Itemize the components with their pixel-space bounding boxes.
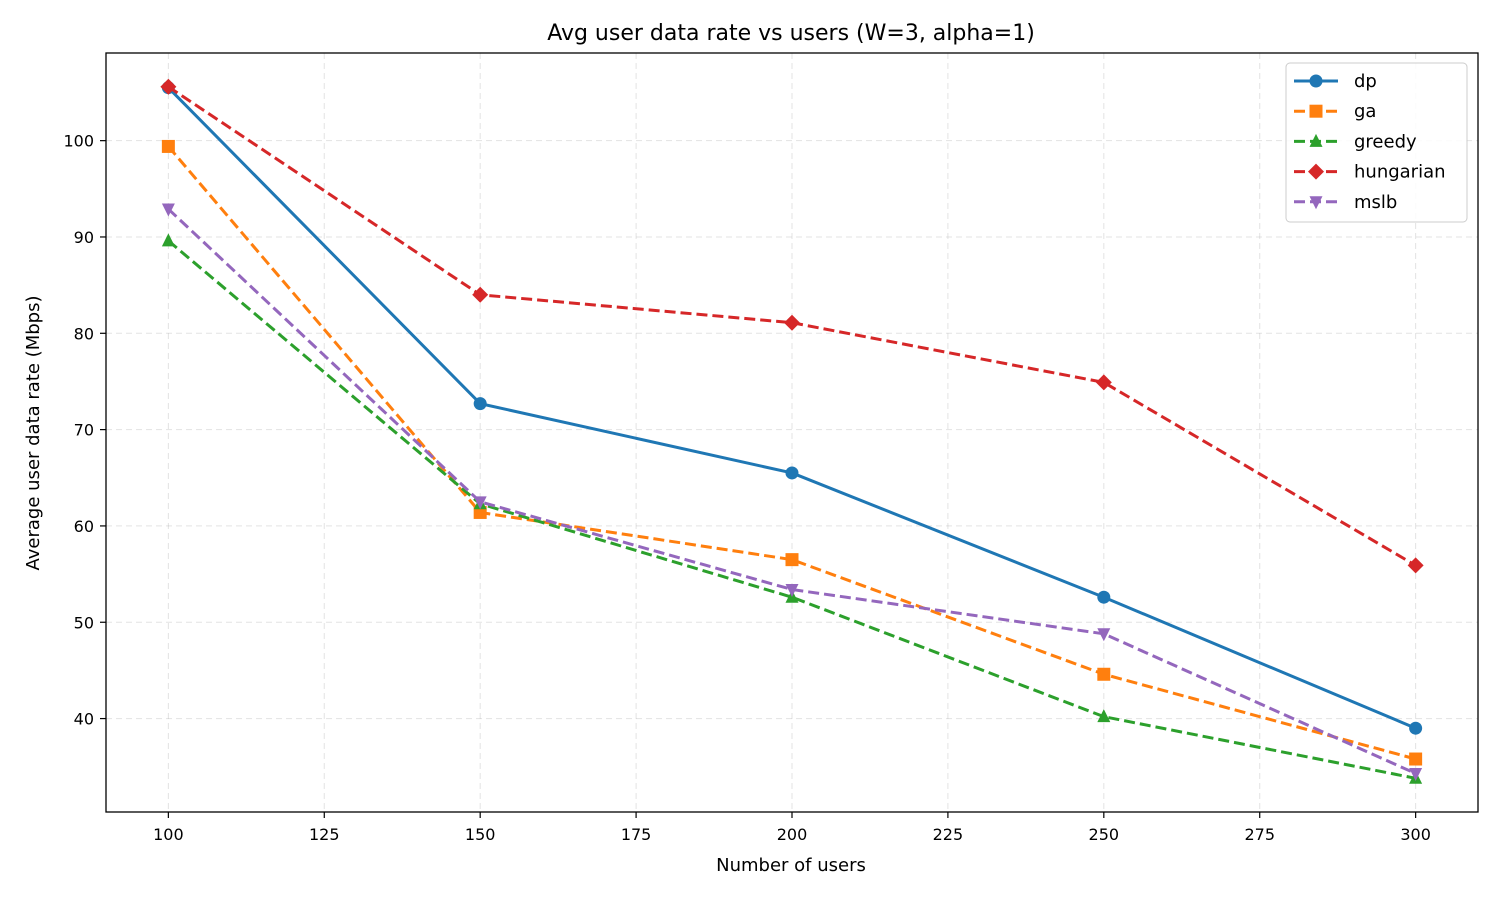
data-point-hungarian bbox=[1407, 557, 1424, 574]
data-point-hungarian bbox=[1095, 374, 1112, 391]
legend-marker-greedy bbox=[1309, 133, 1323, 147]
legend-item-mslb: mslb bbox=[1294, 192, 1397, 213]
data-point-ga bbox=[1409, 752, 1423, 766]
x-axis-label: Number of users bbox=[716, 855, 866, 876]
y-tick-label: 50 bbox=[74, 613, 94, 632]
grid-lines bbox=[106, 53, 1478, 812]
data-point-greedy bbox=[1097, 709, 1111, 723]
legend-label-hungarian: hungarian bbox=[1354, 162, 1446, 183]
x-tick-label: 200 bbox=[777, 825, 808, 844]
series-mslb bbox=[161, 203, 1423, 781]
legend-label-ga: ga bbox=[1354, 101, 1376, 122]
data-point-greedy bbox=[161, 233, 175, 247]
legend-label-greedy: greedy bbox=[1354, 131, 1417, 152]
legend-item-dp: dp bbox=[1294, 71, 1377, 92]
y-tick-label: 100 bbox=[63, 132, 94, 151]
legend-marker-hungarian bbox=[1308, 163, 1324, 180]
legend-marker-dp bbox=[1309, 74, 1323, 88]
x-tick-label: 275 bbox=[1244, 825, 1275, 844]
data-point-hungarian bbox=[160, 78, 177, 95]
legend-marker-mslb bbox=[1309, 196, 1323, 210]
x-tick-label: 300 bbox=[1400, 825, 1431, 844]
y-tick-label: 70 bbox=[74, 421, 94, 440]
data-point-ga bbox=[785, 553, 799, 567]
y-tick-label: 60 bbox=[74, 517, 94, 536]
series-line-ga bbox=[167, 145, 1417, 761]
y-tick-label: 80 bbox=[74, 324, 94, 343]
x-tick-label: 150 bbox=[465, 825, 496, 844]
data-point-ga bbox=[161, 139, 175, 153]
data-point-hungarian bbox=[472, 286, 489, 303]
x-tick-label: 225 bbox=[933, 825, 964, 844]
data-point-dp bbox=[785, 466, 799, 480]
data-point-mslb bbox=[473, 496, 487, 510]
x-tick-label: 125 bbox=[309, 825, 340, 844]
y-axis-label: Average user data rate (Mbps) bbox=[23, 296, 44, 571]
legend-label-mslb: mslb bbox=[1354, 192, 1397, 213]
series-line-hungarian bbox=[167, 85, 1417, 567]
data-point-mslb bbox=[785, 584, 799, 598]
legend-marker-ga bbox=[1309, 104, 1323, 118]
y-tick-label: 90 bbox=[74, 228, 94, 247]
legend-label-dp: dp bbox=[1354, 71, 1377, 92]
series-layer bbox=[160, 78, 1424, 784]
series-line-greedy bbox=[167, 239, 1416, 780]
data-point-ga bbox=[1097, 667, 1111, 681]
legend-item-hungarian: hungarian bbox=[1294, 162, 1446, 183]
chart-title: Avg user data rate vs users (W=3, alpha=… bbox=[547, 21, 1035, 46]
legend-box bbox=[1285, 62, 1468, 223]
data-point-hungarian bbox=[784, 314, 800, 331]
x-tick-label: 250 bbox=[1089, 825, 1120, 844]
legend-item-greedy: greedy bbox=[1294, 131, 1417, 152]
data-point-dp bbox=[473, 397, 487, 411]
x-tick-label: 100 bbox=[153, 825, 184, 844]
x-tick-label: 175 bbox=[621, 825, 652, 844]
data-point-mslb bbox=[1097, 628, 1111, 642]
data-point-dp bbox=[1097, 590, 1111, 604]
data-point-dp bbox=[1409, 721, 1423, 735]
legend-item-ga: ga bbox=[1294, 101, 1376, 122]
axis-ticks: 100 125 150 175 200 225 250 275 300 40 50 60 70 80 90 1… bbox=[63, 132, 1430, 844]
data-point-mslb bbox=[1409, 767, 1423, 781]
series-hungarian bbox=[160, 78, 1424, 574]
data-point-mslb bbox=[161, 203, 175, 217]
y-tick-label: 40 bbox=[74, 710, 94, 729]
legend: dp ga greedy hungarian mslb bbox=[1285, 62, 1468, 223]
